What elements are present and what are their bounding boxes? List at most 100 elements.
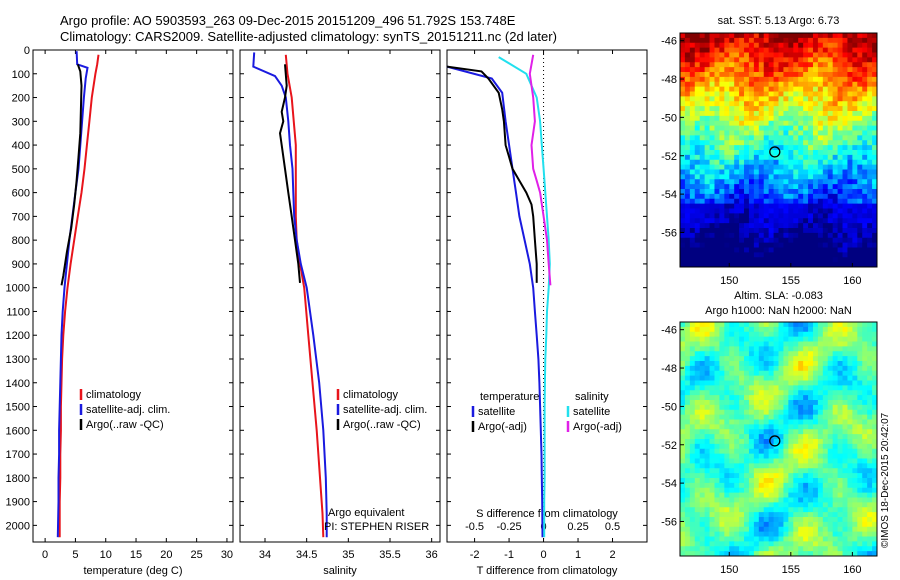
heatmap-cell: [748, 218, 755, 224]
heatmap-cell: [768, 502, 774, 508]
heatmap-cell: [739, 400, 745, 406]
heatmap-cell: [714, 125, 720, 131]
heatmap-cell: [783, 154, 789, 161]
heatmap-cell: [798, 101, 804, 107]
heatmap-cell: [689, 429, 696, 435]
heatmap-cell: [827, 218, 834, 224]
heatmap-cell: [778, 487, 784, 494]
heatmap-cell: [808, 223, 814, 229]
heatmap-cell: [694, 179, 701, 185]
heatmap-cell: [783, 458, 789, 464]
heatmap-cell: [788, 72, 794, 78]
heatmap-cell: [788, 203, 794, 209]
heatmap-cell: [857, 434, 863, 440]
heatmap-cell: [822, 361, 829, 367]
heatmap-cell: [773, 72, 779, 78]
heatmap-cell: [783, 115, 789, 122]
heatmap-cell: [704, 135, 710, 141]
heatmap-cell: [694, 198, 701, 205]
heatmap-cell: [748, 174, 755, 180]
legend-label: satellite: [573, 406, 610, 418]
heatmap-cell: [719, 341, 725, 347]
heatmap-cell: [699, 424, 706, 430]
heatmap-cell: [704, 380, 710, 386]
heatmap-cell: [778, 164, 784, 170]
heatmap-cell: [803, 429, 809, 435]
heatmap-cell: [699, 135, 706, 141]
heatmap-cell: [694, 252, 701, 258]
heatmap-cell: [773, 86, 779, 92]
heatmap-cell: [739, 42, 745, 49]
heatmap-cell: [817, 487, 824, 494]
heatmap-cell: [842, 341, 848, 347]
heatmap-cell: [724, 213, 730, 219]
heatmap-cell: [753, 336, 760, 342]
heatmap-cell: [694, 72, 701, 78]
heatmap-cell: [689, 380, 696, 386]
heatmap-cell: [694, 395, 701, 401]
heatmap-cell: [684, 72, 691, 78]
heatmap-cell: [744, 57, 750, 63]
heatmap-cell: [694, 541, 701, 547]
legend-title: salinity: [575, 391, 609, 403]
heatmap-cell: [773, 424, 779, 430]
heatmap-cell: [704, 184, 710, 190]
heatmap-cell: [847, 101, 853, 107]
heatmap-cell: [773, 370, 779, 377]
heatmap-cell: [689, 487, 696, 494]
heatmap-cell: [719, 409, 725, 416]
heatmap-cell: [689, 526, 696, 533]
heatmap-cell: [758, 42, 765, 49]
heatmap-cell: [822, 125, 829, 131]
heatmap-cell: [867, 453, 873, 459]
heatmap-cell: [773, 130, 779, 136]
heatmap-cell: [758, 443, 765, 450]
heatmap-cell: [768, 448, 774, 455]
heatmap-cell: [857, 473, 863, 479]
heatmap-cell: [793, 169, 799, 175]
heatmap-cell: [689, 96, 696, 102]
top-tick-label: 0.5: [605, 521, 620, 533]
heatmap-cell: [783, 62, 789, 68]
heatmap-cell: [832, 336, 838, 342]
heatmap-cell: [842, 346, 848, 352]
heatmap-cell: [827, 541, 834, 547]
heatmap-cell: [847, 380, 853, 386]
heatmap-cell: [822, 223, 829, 229]
heatmap-cell: [788, 257, 794, 263]
heatmap-cell: [837, 208, 843, 214]
heatmap-cell: [832, 67, 838, 73]
heatmap-cell: [808, 193, 814, 200]
heatmap-cell: [758, 439, 765, 445]
heatmap-cell: [857, 385, 863, 391]
heatmap-cell: [734, 115, 740, 122]
heatmap-cell: [768, 497, 774, 503]
heatmap-cell: [689, 62, 696, 68]
heatmap-cell: [822, 365, 829, 372]
heatmap-cell: [778, 189, 784, 195]
heatmap-cell: [709, 512, 715, 518]
heatmap-cell: [842, 351, 848, 357]
heatmap-cell: [827, 91, 834, 97]
heatmap-cell: [694, 33, 701, 39]
heatmap-cell: [684, 551, 691, 557]
heatmap-cell: [729, 52, 735, 58]
heatmap-cell: [867, 448, 873, 455]
heatmap-cell: [837, 169, 843, 175]
heatmap-cell: [808, 252, 814, 258]
heatmap-cell: [857, 115, 863, 122]
heatmap-cell: [798, 198, 804, 205]
heatmap-cell: [719, 336, 725, 342]
heatmap-cell: [709, 443, 715, 450]
heatmap-cell: [748, 135, 755, 141]
heatmap-cell: [709, 536, 715, 542]
heatmap-cell: [817, 169, 824, 175]
heatmap-cell: [857, 526, 863, 533]
heatmap-cell: [689, 385, 696, 391]
heatmap-cell: [709, 213, 715, 219]
heatmap-cell: [763, 541, 770, 547]
heatmap-cell: [714, 468, 720, 474]
heatmap-cell: [788, 497, 794, 503]
heatmap-cell: [748, 385, 755, 391]
heatmap-cell: [758, 86, 765, 92]
